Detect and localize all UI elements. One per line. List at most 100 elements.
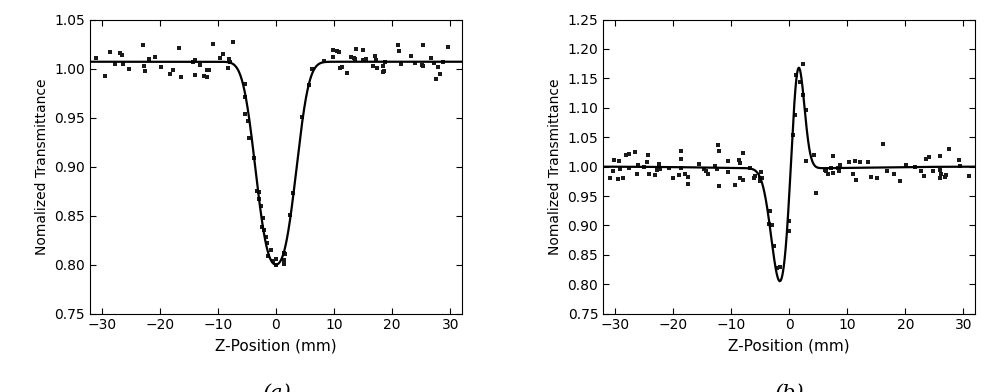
Point xyxy=(251,189,267,196)
Point xyxy=(709,166,725,172)
Point xyxy=(196,73,212,80)
Point xyxy=(761,220,777,227)
Point xyxy=(742,164,758,171)
Point xyxy=(696,166,712,172)
Point xyxy=(171,45,187,51)
Point xyxy=(331,49,347,56)
Point xyxy=(823,165,839,171)
Point xyxy=(806,152,822,159)
Point xyxy=(680,181,696,187)
Point xyxy=(932,153,948,159)
Point xyxy=(192,62,208,68)
Point xyxy=(788,71,804,78)
Point xyxy=(432,71,448,77)
Point xyxy=(933,171,949,177)
Point xyxy=(665,175,681,181)
Point xyxy=(845,171,861,177)
Y-axis label: Nomalized Transmittance: Nomalized Transmittance xyxy=(548,78,562,255)
Point xyxy=(375,63,391,69)
Point xyxy=(212,54,228,61)
Point xyxy=(325,47,341,53)
Point xyxy=(606,157,622,163)
Point xyxy=(249,188,265,194)
Point xyxy=(102,49,118,55)
Point xyxy=(932,175,948,181)
Point xyxy=(347,56,363,62)
Point xyxy=(769,265,785,271)
Point xyxy=(698,168,714,174)
Point xyxy=(863,173,879,180)
Point xyxy=(259,240,275,246)
Point xyxy=(215,51,231,57)
Point xyxy=(832,162,848,168)
Point xyxy=(88,55,104,61)
Point xyxy=(661,165,677,171)
Point xyxy=(641,171,657,177)
Point xyxy=(355,47,371,53)
Point xyxy=(260,252,276,259)
Point xyxy=(752,175,768,181)
Point xyxy=(892,178,908,184)
Point xyxy=(952,163,968,169)
Point xyxy=(391,48,407,54)
Point xyxy=(346,55,362,61)
Point xyxy=(711,183,727,189)
Point xyxy=(430,64,446,71)
Point xyxy=(673,165,689,171)
Point xyxy=(414,62,430,69)
Point xyxy=(255,214,271,221)
Point xyxy=(746,174,762,181)
Point xyxy=(754,175,770,181)
Point xyxy=(147,54,163,60)
Point xyxy=(762,208,778,214)
Point xyxy=(875,141,891,147)
Point xyxy=(225,39,241,45)
Point xyxy=(276,257,292,263)
Point xyxy=(435,58,451,65)
Point xyxy=(727,182,743,188)
Point xyxy=(781,227,797,234)
Point xyxy=(304,65,320,72)
Point xyxy=(355,56,371,63)
Point xyxy=(825,153,841,159)
Point xyxy=(677,171,693,177)
Point xyxy=(377,59,393,65)
Point xyxy=(107,61,123,67)
Point xyxy=(818,167,834,174)
Point xyxy=(185,59,201,65)
Point xyxy=(162,71,178,77)
Point xyxy=(277,251,293,258)
Point xyxy=(222,59,238,65)
Point xyxy=(268,256,284,262)
Point xyxy=(671,172,687,178)
Point xyxy=(201,67,217,73)
Point xyxy=(325,54,341,60)
Point xyxy=(649,167,665,173)
Point xyxy=(860,159,876,165)
Point xyxy=(787,111,803,118)
Point xyxy=(680,174,696,180)
Point xyxy=(938,172,954,178)
Point xyxy=(369,64,385,71)
Point xyxy=(112,50,128,56)
Point xyxy=(343,54,359,60)
Point xyxy=(629,171,645,178)
Point xyxy=(961,173,977,179)
Text: (b): (b) xyxy=(774,384,804,392)
Point xyxy=(735,177,751,183)
Point xyxy=(785,132,801,138)
Point xyxy=(720,169,736,175)
Point xyxy=(240,118,256,124)
Point xyxy=(886,171,902,177)
Point xyxy=(393,60,409,67)
Point xyxy=(282,212,298,218)
Point xyxy=(798,107,814,113)
Point xyxy=(732,174,748,181)
Point xyxy=(615,174,631,181)
Point xyxy=(339,70,355,76)
Text: (a): (a) xyxy=(262,384,290,392)
Point xyxy=(711,148,727,154)
Point xyxy=(825,170,841,176)
Point xyxy=(276,261,292,267)
Point xyxy=(795,61,811,67)
